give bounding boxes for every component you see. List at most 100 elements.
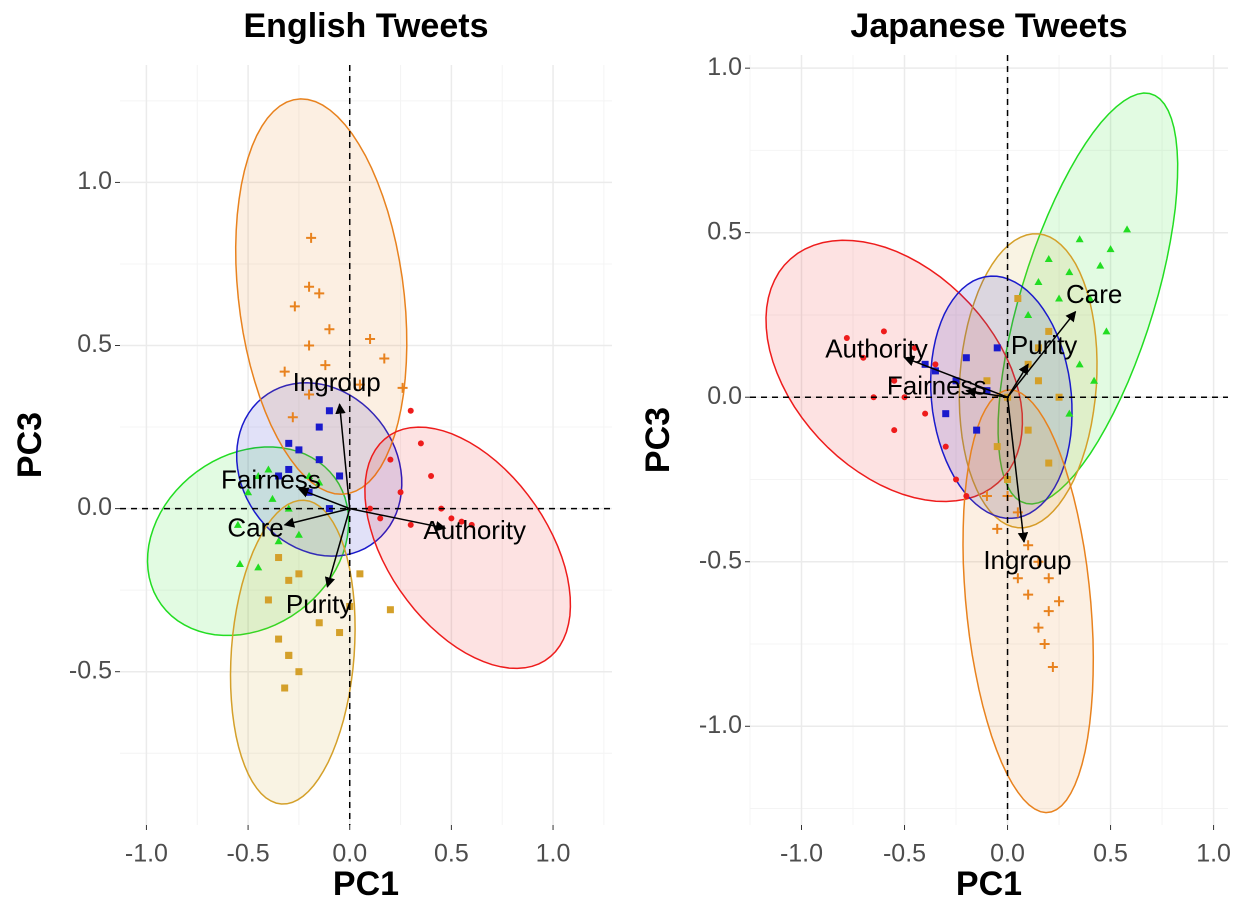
point <box>285 651 293 659</box>
point <box>931 367 939 375</box>
point <box>1065 409 1074 417</box>
point <box>1034 278 1043 286</box>
point <box>1044 255 1053 263</box>
point <box>315 423 323 431</box>
point <box>942 410 950 418</box>
x-tick-label: -0.5 <box>227 840 270 868</box>
point <box>244 488 253 496</box>
point <box>891 427 898 434</box>
point <box>1039 639 1050 650</box>
point <box>285 576 293 584</box>
arrow-label: Care <box>227 513 283 543</box>
point <box>275 554 283 562</box>
point <box>1033 622 1044 633</box>
arrow-label: Ingroup <box>293 367 381 397</box>
panel: -1.0 -0.5 0.0 0.5 1.0 -1.0 -0.5 0.0 0.5 1.0 Care Au… <box>639 7 1231 903</box>
point <box>268 494 277 502</box>
loading-arrow <box>1006 310 1077 398</box>
point <box>932 361 939 368</box>
point <box>1065 268 1074 276</box>
point <box>295 446 303 454</box>
point <box>294 530 303 538</box>
x-tick-label: 0.5 <box>434 840 469 868</box>
point <box>304 389 315 400</box>
point <box>397 489 404 496</box>
loading-arrow <box>1006 397 1029 544</box>
point <box>254 471 263 479</box>
point <box>386 606 394 614</box>
x-tick-label: -1.0 <box>780 840 823 868</box>
point <box>428 472 435 479</box>
point <box>387 456 394 463</box>
point <box>336 472 344 480</box>
point <box>953 476 960 483</box>
point <box>275 472 283 480</box>
x-tick-label: -0.5 <box>883 840 926 868</box>
point <box>407 407 414 414</box>
point <box>320 360 331 371</box>
point <box>1047 662 1058 673</box>
x-tick-label: 1.0 <box>1196 840 1231 868</box>
point <box>315 456 323 464</box>
point <box>1024 426 1032 434</box>
point <box>1075 360 1084 368</box>
x-tick-label: 0.0 <box>990 840 1025 868</box>
ellipse <box>364 426 572 670</box>
point <box>295 570 303 578</box>
point <box>306 232 317 243</box>
point <box>354 379 365 390</box>
point <box>1024 310 1033 318</box>
x-tick-label: 1.0 <box>536 840 571 868</box>
loading-arrow <box>903 356 1008 398</box>
point <box>285 439 293 447</box>
y-axis-label: PC3 <box>639 407 677 473</box>
point <box>324 324 335 335</box>
point <box>235 560 244 568</box>
arrow-label: Authority <box>423 515 526 545</box>
point <box>981 490 992 501</box>
ellipse <box>958 233 1098 529</box>
point <box>287 412 298 423</box>
ellipse <box>234 98 408 496</box>
x-tick-label: 0.0 <box>332 840 367 868</box>
point <box>285 465 293 473</box>
y-tick-label: -0.5 <box>69 656 112 684</box>
point <box>1090 376 1099 384</box>
point <box>1014 295 1022 303</box>
point <box>468 521 475 528</box>
point <box>448 515 455 522</box>
point <box>379 353 390 364</box>
point <box>365 333 376 344</box>
arrow-label: Authority <box>825 333 928 363</box>
loading-arrow <box>283 507 350 528</box>
loading-arrow <box>965 386 1008 398</box>
point <box>315 619 323 627</box>
point <box>1054 596 1065 607</box>
arrow-label: Fairness <box>887 370 987 400</box>
point <box>289 301 300 312</box>
point <box>1043 573 1054 584</box>
point <box>397 382 408 393</box>
point <box>315 478 324 486</box>
point <box>973 426 981 434</box>
arrow-label: Ingroup <box>983 545 1071 575</box>
point <box>962 354 970 362</box>
point <box>1045 327 1053 335</box>
y-axis-label: PC3 <box>11 412 49 478</box>
y-tick-label: 0.5 <box>77 330 112 358</box>
point <box>1012 573 1023 584</box>
point <box>1045 459 1053 467</box>
point <box>1043 606 1054 617</box>
y-tick-label: 1.0 <box>707 53 742 81</box>
point <box>942 443 949 450</box>
arrow-label: Fairness <box>221 465 321 495</box>
y-tick-label: 0.0 <box>707 382 742 410</box>
point <box>458 518 465 525</box>
point <box>417 440 424 447</box>
ellipse <box>962 389 1095 814</box>
loading-arrow <box>324 508 351 588</box>
y-tick-label: -1.0 <box>699 711 742 739</box>
point <box>274 537 283 545</box>
point <box>367 505 374 512</box>
point <box>1096 261 1105 269</box>
